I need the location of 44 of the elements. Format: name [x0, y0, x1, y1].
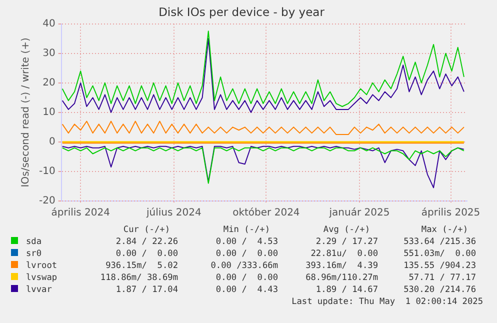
text: 57.71 / 77.17 — [408, 272, 476, 284]
text: 22.81u/ 0.00 — [310, 248, 378, 260]
legend-label: sr0 — [26, 249, 42, 259]
text: 393.16m/ 4.39 — [304, 260, 378, 272]
text: Last update: Thu May 1 02:00:14 2025 — [290, 296, 483, 308]
text: Avg (-/+) — [322, 224, 370, 236]
y-tick-label: -10 — [38, 166, 56, 178]
x-tick-label: október 2024 — [232, 208, 300, 219]
y-tick-label: 10 — [42, 106, 56, 118]
text: 2.84 / 22.26 — [114, 236, 178, 248]
text: 530.20 /214.76 — [402, 284, 476, 296]
text: 0.00 / 0.00 — [114, 248, 178, 260]
legend-label: lvswap — [26, 273, 58, 283]
text: 0.00 /333.66m — [210, 260, 278, 272]
x-tick-label: július 2024 — [145, 208, 202, 219]
text: 0.00 / 4.43 — [214, 284, 278, 296]
y-tick-label: -20 — [38, 196, 56, 207]
y-tick-label: 0 — [48, 136, 56, 148]
text: 135.55 /904.23 — [402, 260, 476, 272]
text: 1.87 / 17.04 — [114, 284, 178, 296]
legend-label: sda — [26, 237, 42, 247]
text: 118.86m/ 38.69m — [99, 272, 178, 284]
y-tick-label: 20 — [42, 77, 56, 88]
text: 551.03m/ 0.00 — [402, 248, 476, 260]
x-tick-label: január 2025 — [328, 208, 390, 219]
text: 0.00 / 0.00 — [214, 272, 278, 284]
chart-title: Disk IOs per device - by year — [158, 4, 325, 19]
x-tick-label: április 2024 — [51, 208, 110, 219]
text: Max (-/+) — [420, 224, 468, 236]
y-axis-title: IOs/second read (-) / write (+) — [20, 38, 32, 188]
text: 68.96m/110.27m — [304, 272, 378, 284]
y-tick-label: 30 — [42, 48, 56, 59]
text: 533.64 /215.36 — [402, 236, 476, 248]
legend-label: lvvar — [26, 285, 52, 295]
text: 2.29 / 17.27 — [314, 236, 378, 248]
text: Min (-/+) — [222, 224, 270, 236]
y-tick-label: 40 — [42, 18, 56, 30]
text: 0.00 / 4.53 — [214, 236, 278, 248]
x-tick-label: április 2025 — [421, 208, 480, 219]
legend-label: lvroot — [26, 261, 58, 271]
text: 936.15m/ 5.02 — [104, 260, 178, 272]
text: 0.00 / 0.00 — [214, 248, 278, 260]
text: Cur (-/+) — [122, 224, 170, 236]
text: 1.89 / 14.67 — [314, 284, 378, 296]
